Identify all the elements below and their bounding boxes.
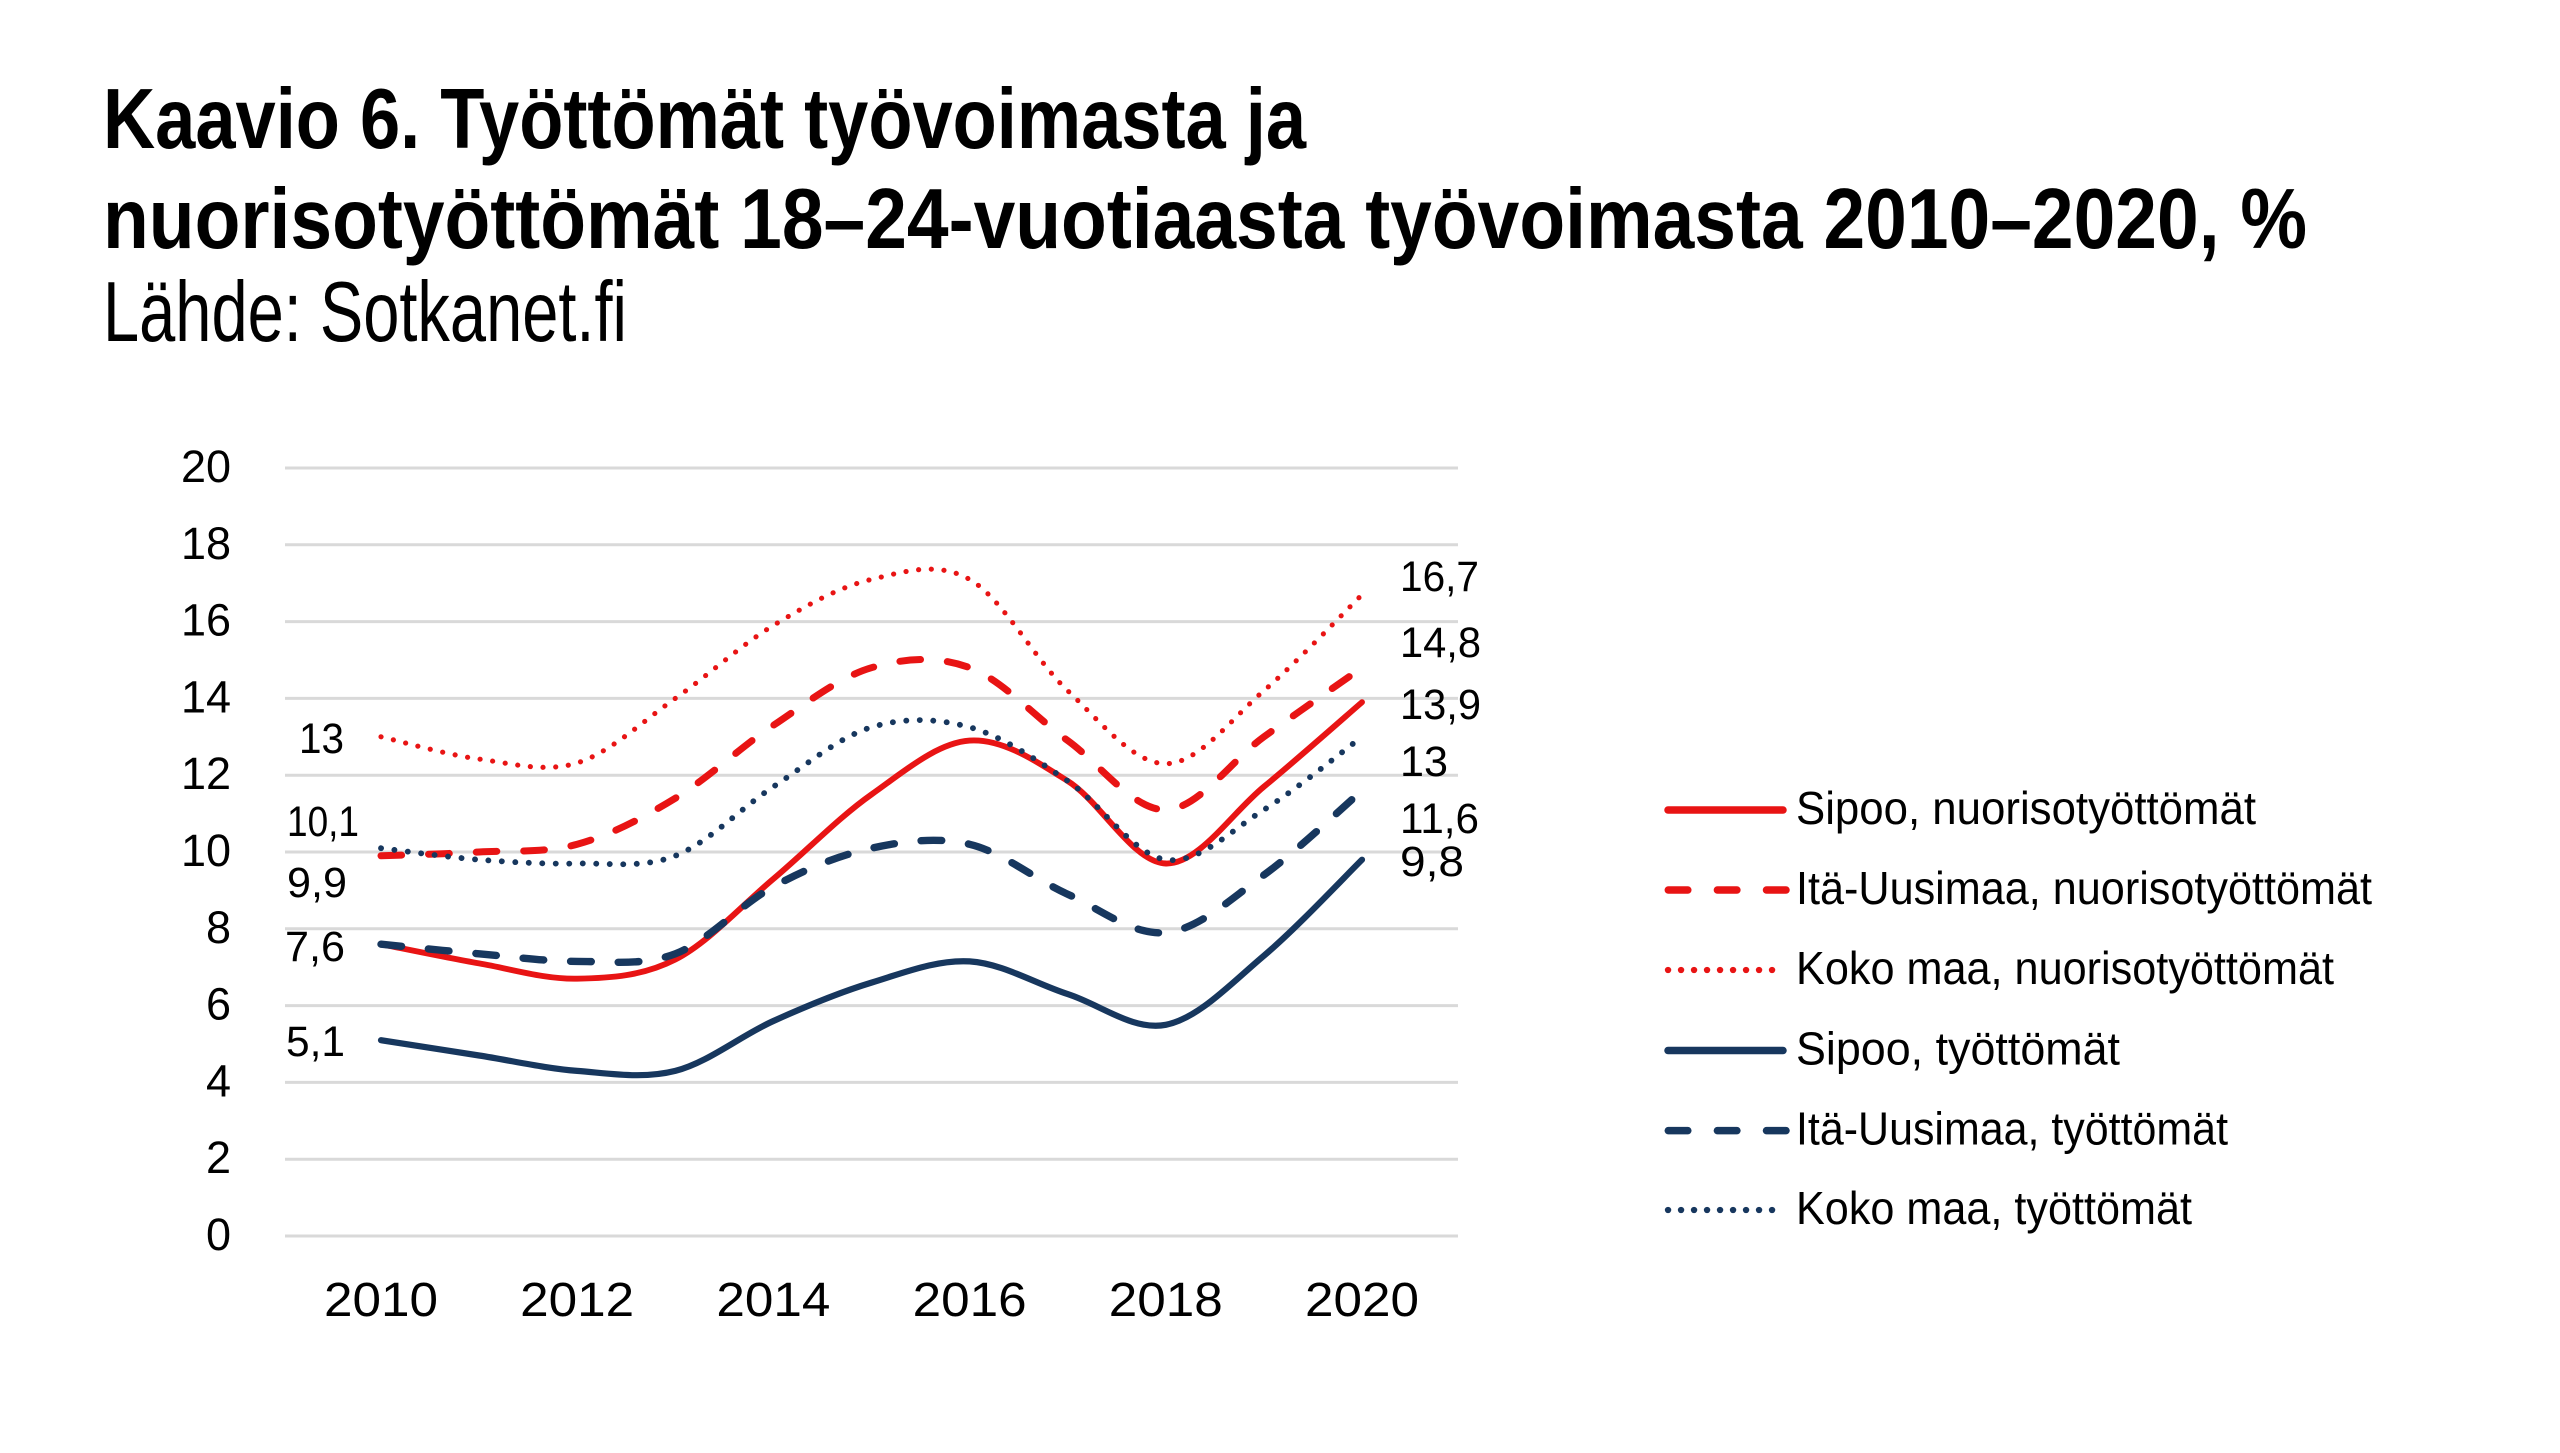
- svg-text:2018: 2018: [1109, 1274, 1223, 1327]
- svg-text:2020: 2020: [1305, 1274, 1419, 1327]
- svg-text:9,8: 9,8: [1400, 838, 1464, 886]
- svg-text:0: 0: [206, 1209, 231, 1260]
- svg-text:2016: 2016: [913, 1274, 1027, 1327]
- svg-text:10: 10: [181, 825, 231, 876]
- svg-text:Koko maa, työttömät: Koko maa, työttömät: [1796, 1182, 2192, 1234]
- svg-text:16: 16: [181, 595, 231, 646]
- svg-text:16,7: 16,7: [1400, 553, 1479, 601]
- svg-text:Lähde: Sotkanet.fi: Lähde: Sotkanet.fi: [103, 265, 627, 360]
- svg-text:14,8: 14,8: [1400, 619, 1481, 667]
- svg-text:Koko maa, nuorisotyöttömät: Koko maa, nuorisotyöttömät: [1796, 942, 2334, 994]
- svg-text:18: 18: [181, 518, 231, 569]
- svg-text:4: 4: [206, 1055, 231, 1106]
- svg-text:11,6: 11,6: [1400, 795, 1479, 843]
- svg-text:13: 13: [299, 715, 344, 763]
- svg-text:9,9: 9,9: [287, 859, 347, 907]
- svg-text:10,1: 10,1: [287, 798, 359, 846]
- svg-text:2012: 2012: [520, 1274, 634, 1327]
- svg-text:8: 8: [206, 902, 231, 953]
- svg-text:2010: 2010: [324, 1274, 438, 1327]
- svg-text:7,6: 7,6: [285, 923, 345, 971]
- svg-text:nuorisotyöttömät 18–24-vuotiaa: nuorisotyöttömät 18–24-vuotiaasta työvoi…: [103, 172, 2307, 267]
- svg-text:Itä-Uusimaa, nuorisotyöttömät: Itä-Uusimaa, nuorisotyöttömät: [1796, 862, 2372, 914]
- svg-text:20: 20: [181, 441, 231, 492]
- svg-text:5,1: 5,1: [286, 1018, 345, 1066]
- svg-text:6: 6: [206, 979, 231, 1030]
- svg-text:Itä-Uusimaa, työttömät: Itä-Uusimaa, työttömät: [1796, 1103, 2228, 1155]
- svg-text:14: 14: [181, 671, 231, 722]
- svg-text:13,9: 13,9: [1400, 681, 1481, 729]
- svg-text:2014: 2014: [716, 1274, 830, 1327]
- svg-text:13: 13: [1400, 738, 1448, 786]
- svg-text:Sipoo, nuorisotyöttömät: Sipoo, nuorisotyöttömät: [1796, 782, 2256, 834]
- svg-text:2: 2: [206, 1132, 231, 1183]
- svg-text:12: 12: [181, 748, 231, 799]
- svg-text:Kaavio 6. Työttömät työvoimast: Kaavio 6. Työttömät työvoimasta ja: [103, 72, 1307, 167]
- svg-text:Sipoo, työttömät: Sipoo, työttömät: [1796, 1023, 2120, 1075]
